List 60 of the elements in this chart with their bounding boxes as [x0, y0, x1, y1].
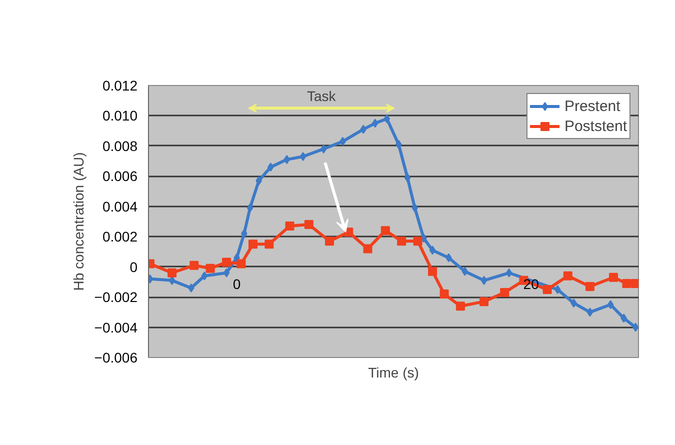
- point: [320, 144, 327, 154]
- point: [395, 140, 402, 149]
- point: [404, 173, 411, 182]
- point: [542, 285, 552, 294]
- point: [206, 264, 215, 273]
- legend-label: Poststent: [564, 118, 627, 134]
- y-tick-label: 0.004: [102, 198, 138, 214]
- point: [384, 114, 390, 124]
- point: [246, 203, 254, 212]
- x-axis-title: Time (s): [368, 364, 419, 380]
- point: [622, 278, 632, 288]
- point: [363, 244, 372, 254]
- point: [168, 268, 177, 278]
- y-tick-label: 0.002: [102, 228, 138, 245]
- point: [380, 226, 390, 236]
- y-tick-label: 0.008: [102, 138, 138, 154]
- point: [300, 152, 306, 162]
- y-tick-label: 0: [130, 258, 138, 275]
- point: [429, 246, 436, 255]
- point: [222, 258, 231, 267]
- y-tick-label: −0.006: [94, 350, 138, 366]
- point: [456, 302, 465, 311]
- y-tick-label: 0.010: [102, 108, 138, 124]
- point: [256, 176, 262, 186]
- point: [607, 300, 614, 310]
- point: [428, 266, 437, 276]
- y-axis-title: Hb concentration (AU): [70, 152, 86, 291]
- point: [479, 297, 488, 306]
- point: [201, 271, 208, 280]
- y-tick-label: −0.004: [94, 319, 138, 336]
- point: [285, 222, 294, 231]
- point: [563, 271, 572, 280]
- x-tick-label: 20: [523, 276, 540, 292]
- point: [264, 240, 274, 249]
- point: [500, 288, 510, 298]
- point: [462, 266, 468, 276]
- point: [413, 236, 422, 246]
- point: [608, 272, 618, 282]
- point: [267, 162, 274, 172]
- point: [554, 285, 561, 294]
- point: [236, 259, 246, 268]
- y-tick-label: 0.006: [102, 168, 138, 184]
- y-tick-label: −0.002: [94, 289, 138, 306]
- point: [480, 276, 488, 285]
- point: [412, 203, 418, 212]
- annotation: Task: [307, 88, 337, 104]
- point: [324, 236, 334, 246]
- legend-label: Prestent: [564, 98, 620, 114]
- point: [372, 118, 378, 128]
- y-tick-label: 0.012: [102, 78, 138, 94]
- point: [304, 220, 314, 230]
- point: [585, 282, 594, 291]
- point: [223, 268, 230, 278]
- point: [248, 240, 258, 249]
- point: [190, 260, 199, 270]
- point: [586, 308, 594, 317]
- point: [440, 290, 449, 299]
- point: [240, 229, 248, 238]
- point: [397, 236, 406, 246]
- point: [506, 268, 512, 278]
